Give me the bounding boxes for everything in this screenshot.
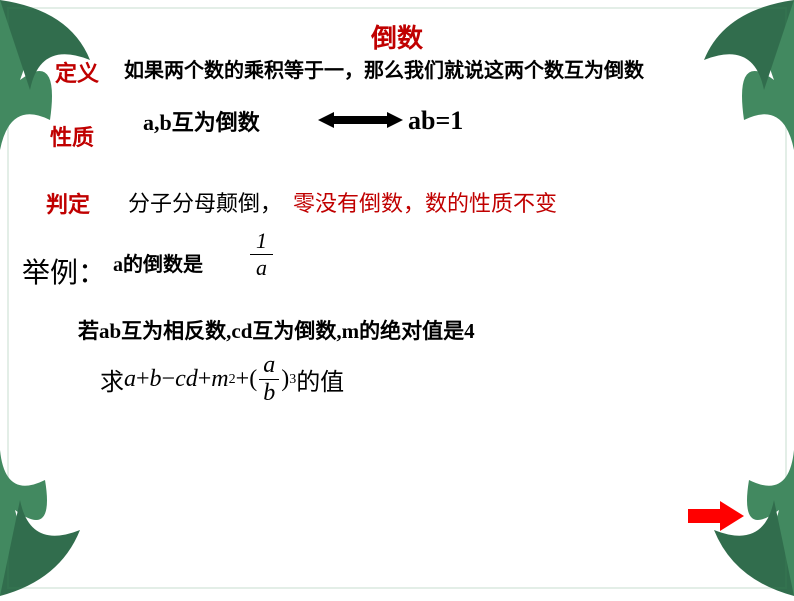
judge-text-red: 零没有倒数，数的性质不变 xyxy=(293,186,557,218)
definition-text: 如果两个数的乘积等于一，那么我们就说这两个数互为倒数 xyxy=(124,54,644,83)
formula-a: a xyxy=(124,366,136,393)
next-arrow-icon[interactable] xyxy=(688,501,744,536)
example-label: 举例： xyxy=(22,251,106,291)
formula-rparen: ) xyxy=(281,366,289,393)
leaf-border-decoration xyxy=(0,0,794,596)
judge-label: 判定 xyxy=(46,187,90,219)
formula-frac-den: b xyxy=(259,379,279,407)
formula-plus1: + xyxy=(136,366,150,393)
formula-lparen: ( xyxy=(249,366,257,393)
formula-frac-num: a xyxy=(259,352,279,379)
example-fraction: 1 a xyxy=(250,228,273,281)
formula-cd: cd xyxy=(175,366,198,393)
formula-exp1: 2 xyxy=(229,372,236,388)
formula-plus2: + xyxy=(198,366,212,393)
example-text: a的倒数是 xyxy=(113,248,203,277)
property-label: 性质 xyxy=(50,120,94,152)
definition-label: 定义 xyxy=(55,56,99,88)
fraction-denominator: a xyxy=(250,254,273,281)
formula-plus3: + xyxy=(236,366,250,393)
formula-b: b xyxy=(150,366,162,393)
formula-prefix: 求 xyxy=(100,362,124,397)
formula-m: m xyxy=(211,366,228,393)
page-title: 倒数 xyxy=(371,18,423,55)
formula-fraction: a b xyxy=(259,352,279,407)
fraction-numerator: 1 xyxy=(250,228,273,254)
formula-exp2: 3 xyxy=(289,372,296,388)
judge-text-black: 分子分母颠倒， xyxy=(128,186,282,218)
property-left-text: a,b互为倒数 xyxy=(143,105,260,137)
problem-formula: 求 a + b − cd + m 2 + ( a b ) 3 的值 xyxy=(100,352,344,407)
formula-suffix: 的值 xyxy=(296,362,344,397)
problem-text: 若ab互为相反数,cd互为倒数,m的绝对值是4 xyxy=(78,315,475,345)
formula-minus: − xyxy=(162,366,176,393)
property-right-text: ab=1 xyxy=(408,106,463,136)
double-arrow-icon xyxy=(318,110,403,135)
